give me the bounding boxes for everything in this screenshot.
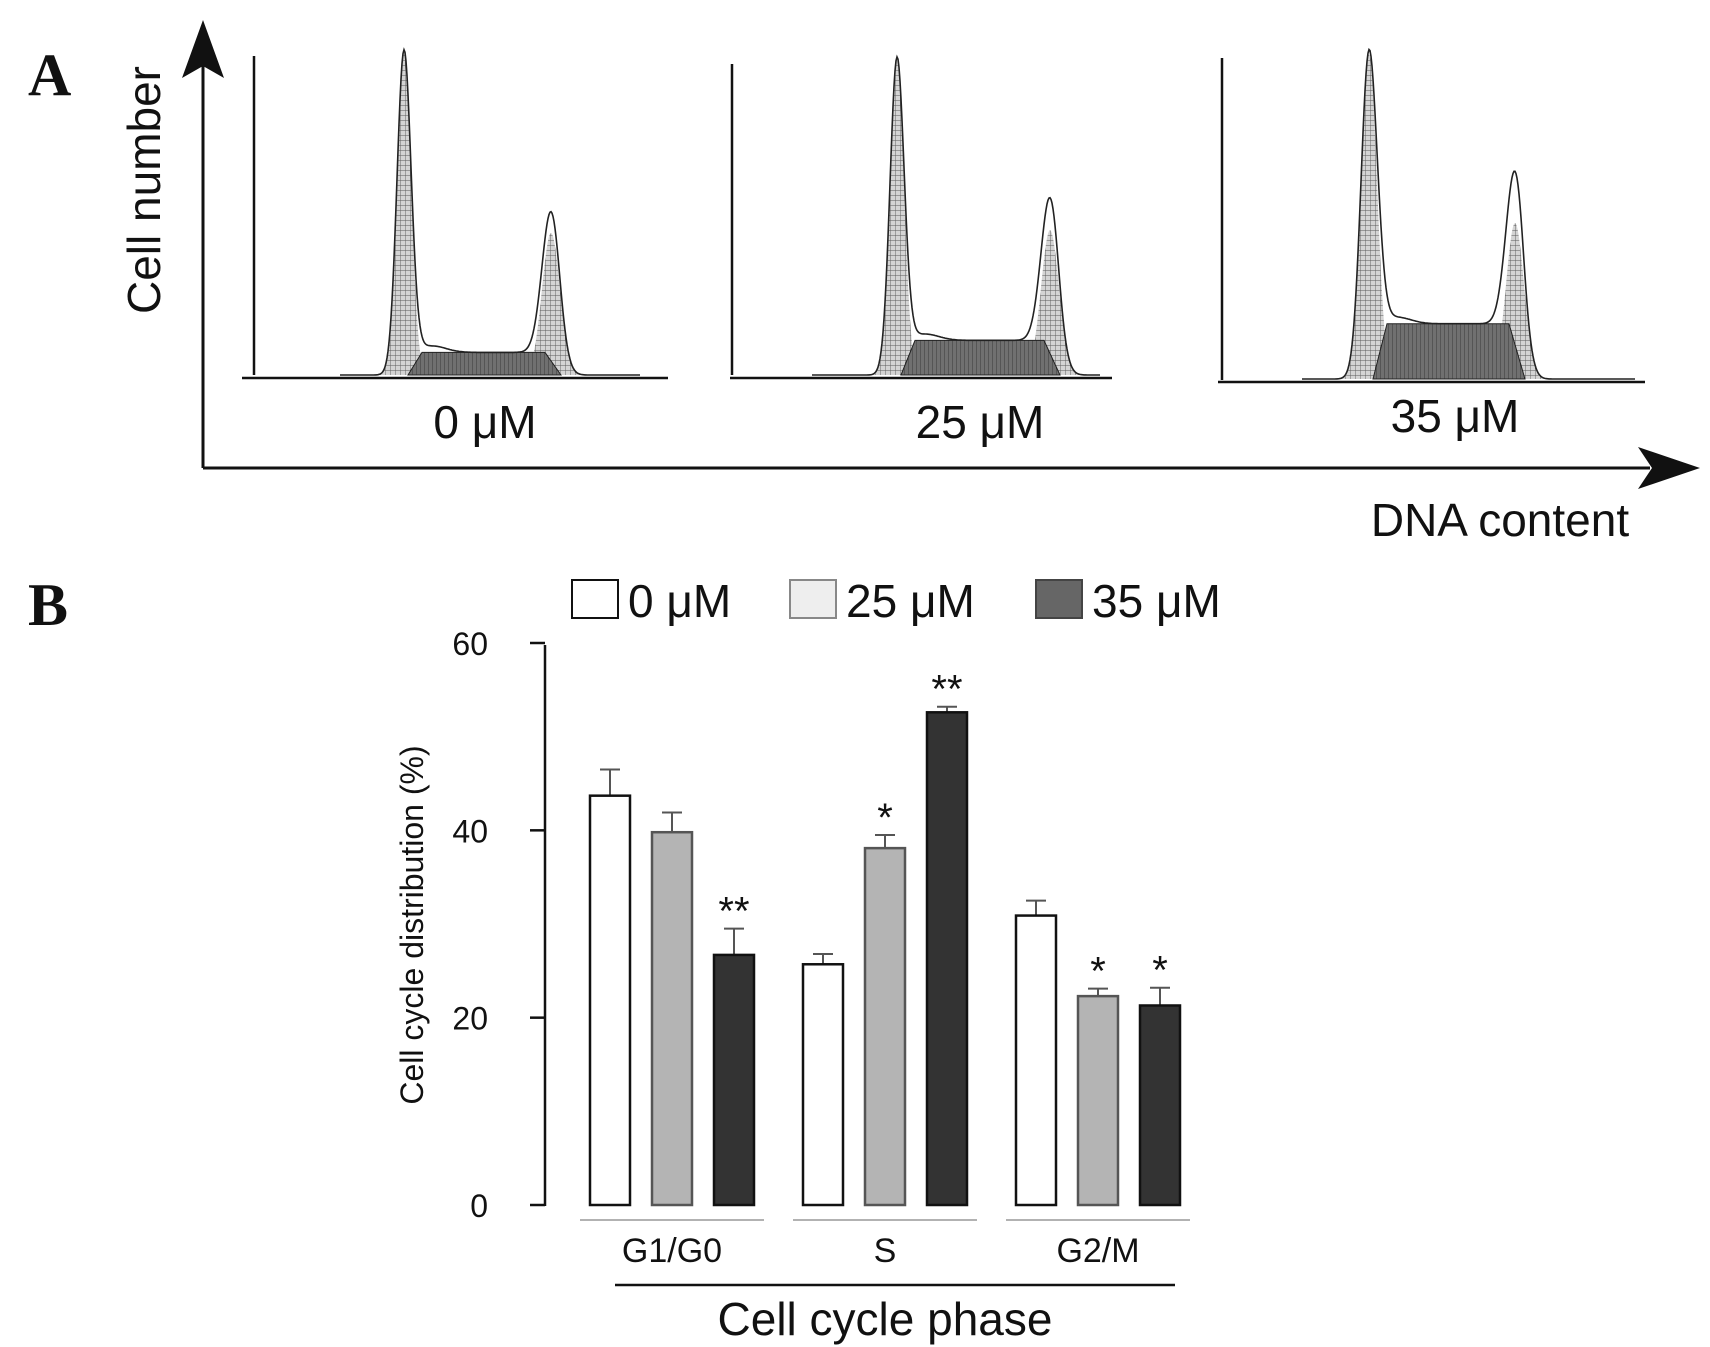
legend-label-0-uM: 0 μM xyxy=(628,575,731,627)
y-tick-label: 40 xyxy=(452,813,488,849)
category-label: G2/M xyxy=(1056,1232,1139,1270)
histogram-0-uM: 0 μM xyxy=(242,47,668,448)
bar xyxy=(863,846,907,1207)
panel-a-letter: A xyxy=(28,42,71,108)
bar xyxy=(801,963,845,1207)
panel-a-x-axis-label: DNA content xyxy=(1371,494,1629,546)
significance-marker: ** xyxy=(718,890,749,934)
bar xyxy=(650,830,694,1207)
histogram-s-phase-2 xyxy=(1372,323,1526,380)
legend-label-35-uM: 35 μM xyxy=(1092,575,1221,627)
y-tick-label: 0 xyxy=(470,1188,488,1224)
category-label: G1/G0 xyxy=(622,1232,722,1270)
histogram-peaks-0 xyxy=(340,52,640,375)
panel-b: B 0 μM 25 μM 35 μM 0 20 40 60 Cell cycle di… xyxy=(28,572,1221,1345)
bar xyxy=(1076,994,1120,1207)
histogram-label-0-uM: 0 μM xyxy=(433,396,536,448)
legend: 0 μM 25 μM 35 μM xyxy=(571,575,1221,627)
panel-a-x-arrow xyxy=(1638,447,1700,489)
category-axis: G1/G0 S G2/M xyxy=(580,1219,1190,1270)
panel-a-y-axis-label: Cell number xyxy=(118,66,170,314)
histogram-label-25-uM: 25 μM xyxy=(916,396,1045,448)
histogram-35-uM: 35 μM xyxy=(1218,47,1645,442)
panel-b-letter: B xyxy=(28,572,68,638)
histogram-curve-2 xyxy=(1302,47,1635,380)
histogram-s-phase-1 xyxy=(900,339,1061,376)
bar xyxy=(925,711,969,1207)
histogram-s-phase-0 xyxy=(407,351,562,376)
bar xyxy=(1014,914,1058,1207)
legend-swatch-25-uM xyxy=(789,579,837,619)
significance-marker: * xyxy=(877,796,893,840)
category-label: S xyxy=(874,1232,897,1270)
y-tick-label: 60 xyxy=(452,626,488,662)
panel-a: A Cell number DNA content 0 μM 25 μM xyxy=(28,20,1700,546)
y-axis-label: Cell cycle distribution (%) xyxy=(394,745,430,1104)
histogram-label-35-uM: 35 μM xyxy=(1391,390,1520,442)
legend-label-25-uM: 25 μM xyxy=(846,575,975,627)
y-tick-label: 20 xyxy=(452,1001,488,1037)
significance-marker: ** xyxy=(931,668,962,712)
bar xyxy=(1138,1004,1182,1207)
significance-marker: * xyxy=(1152,949,1168,993)
histogram-curve-0 xyxy=(340,47,640,376)
panel-a-y-arrow xyxy=(182,20,224,78)
legend-swatch-35-uM xyxy=(1035,579,1083,619)
x-axis-label: Cell cycle phase xyxy=(718,1293,1053,1345)
significance-marker: * xyxy=(1090,950,1106,994)
histogram-curve-1 xyxy=(812,54,1100,376)
histogram-peaks-1 xyxy=(812,60,1100,375)
bar xyxy=(588,794,632,1207)
bars: ****** * xyxy=(588,668,1182,1207)
histogram-25-uM: 25 μM xyxy=(730,54,1112,448)
legend-swatch-0-uM xyxy=(571,579,619,619)
bar xyxy=(712,953,756,1207)
y-ticks: 0 20 40 60 xyxy=(452,626,545,1224)
histogram-peaks-2 xyxy=(1302,54,1635,379)
